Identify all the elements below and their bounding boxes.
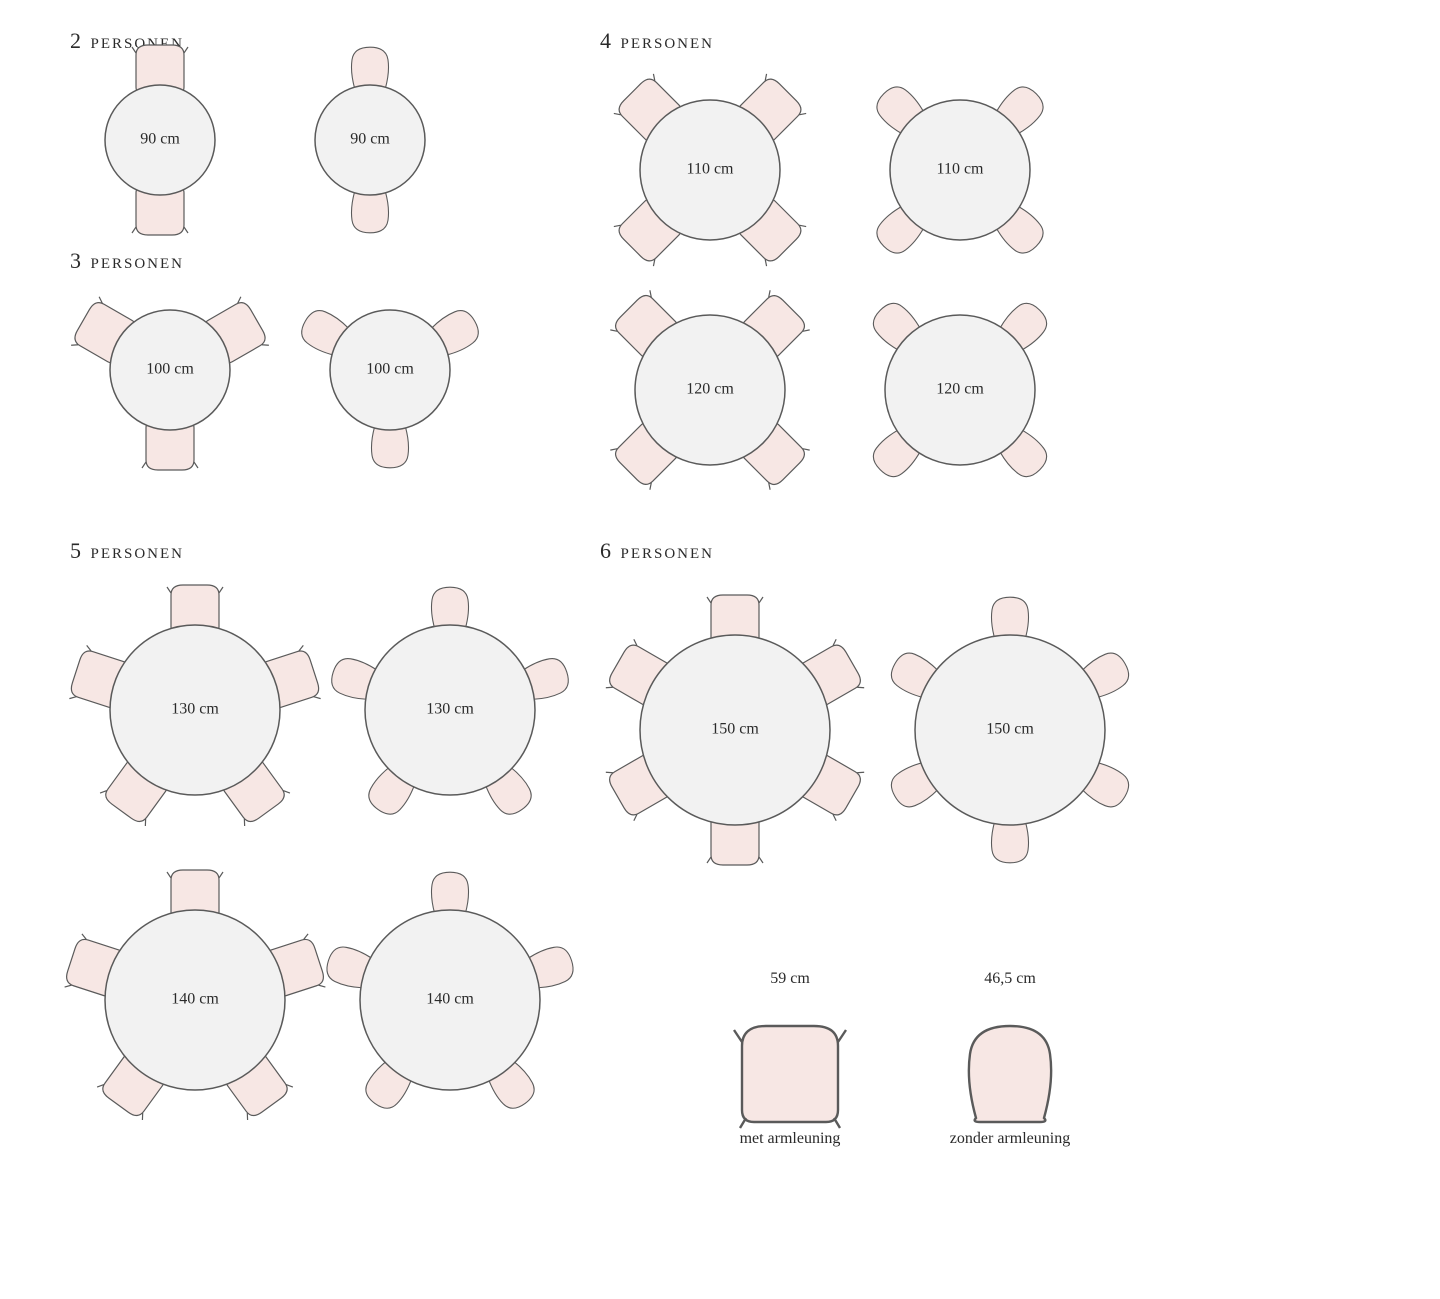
- table-diagram-p3-1: 100 cm: [260, 240, 520, 500]
- table-diameter-label: 130 cm: [171, 701, 219, 718]
- table-diameter-label: 100 cm: [146, 361, 194, 378]
- table-diameter-label: 100 cm: [366, 361, 414, 378]
- table-diameter-label: 130 cm: [426, 701, 474, 718]
- table-diagram-p4-2: 120 cm: [565, 245, 855, 535]
- table-diagram-p4-3: 120 cm: [815, 245, 1105, 535]
- table-diameter-label: 90 cm: [350, 131, 390, 148]
- table-diameter-label: 140 cm: [171, 991, 219, 1008]
- table-diagram-p5-3: 140 cm: [290, 840, 610, 1160]
- chair-noarm-icon: [371, 425, 408, 468]
- chair-noarm-icon: [969, 1026, 1051, 1122]
- table-diagram-p6-1: 150 cm: [845, 565, 1175, 895]
- table-diagram-p2-1: 90 cm: [245, 15, 495, 265]
- chair-noarm-icon: [351, 47, 388, 90]
- table-diameter-label: 110 cm: [687, 161, 735, 178]
- table-diameter-label: 120 cm: [686, 381, 734, 398]
- table-diameter-label: 140 cm: [426, 991, 474, 1008]
- table-diameter-label: 120 cm: [936, 381, 984, 398]
- chair-noarm-icon: [431, 587, 468, 630]
- legend-width-arm: 59 cm: [700, 970, 880, 988]
- chair-arm-icon: [734, 1026, 846, 1128]
- chair-noarm-icon: [991, 820, 1028, 863]
- legend-width-noarm: 46,5 cm: [920, 970, 1100, 988]
- table-diameter-label: 110 cm: [937, 161, 985, 178]
- table-diameter-label: 150 cm: [711, 721, 759, 738]
- table-diagram-p5-1: 130 cm: [295, 555, 605, 865]
- table-size-infographic: 2 personen90 cm90 cm3 personen100 cm100 …: [0, 0, 1440, 1299]
- chair-noarm-icon: [351, 190, 388, 233]
- legend-chair-arm: [710, 1000, 870, 1140]
- heading-p6: 6 personen: [600, 538, 714, 564]
- table-diameter-label: 150 cm: [986, 721, 1034, 738]
- legend-caption-arm: met armleuning: [700, 1130, 880, 1148]
- legend-caption-noarm: zonder armleuning: [920, 1130, 1100, 1148]
- table-diameter-label: 90 cm: [140, 131, 180, 148]
- chair-noarm-icon: [431, 872, 468, 915]
- legend-chair-noarm: [930, 1000, 1090, 1140]
- chair-noarm-icon: [991, 597, 1028, 640]
